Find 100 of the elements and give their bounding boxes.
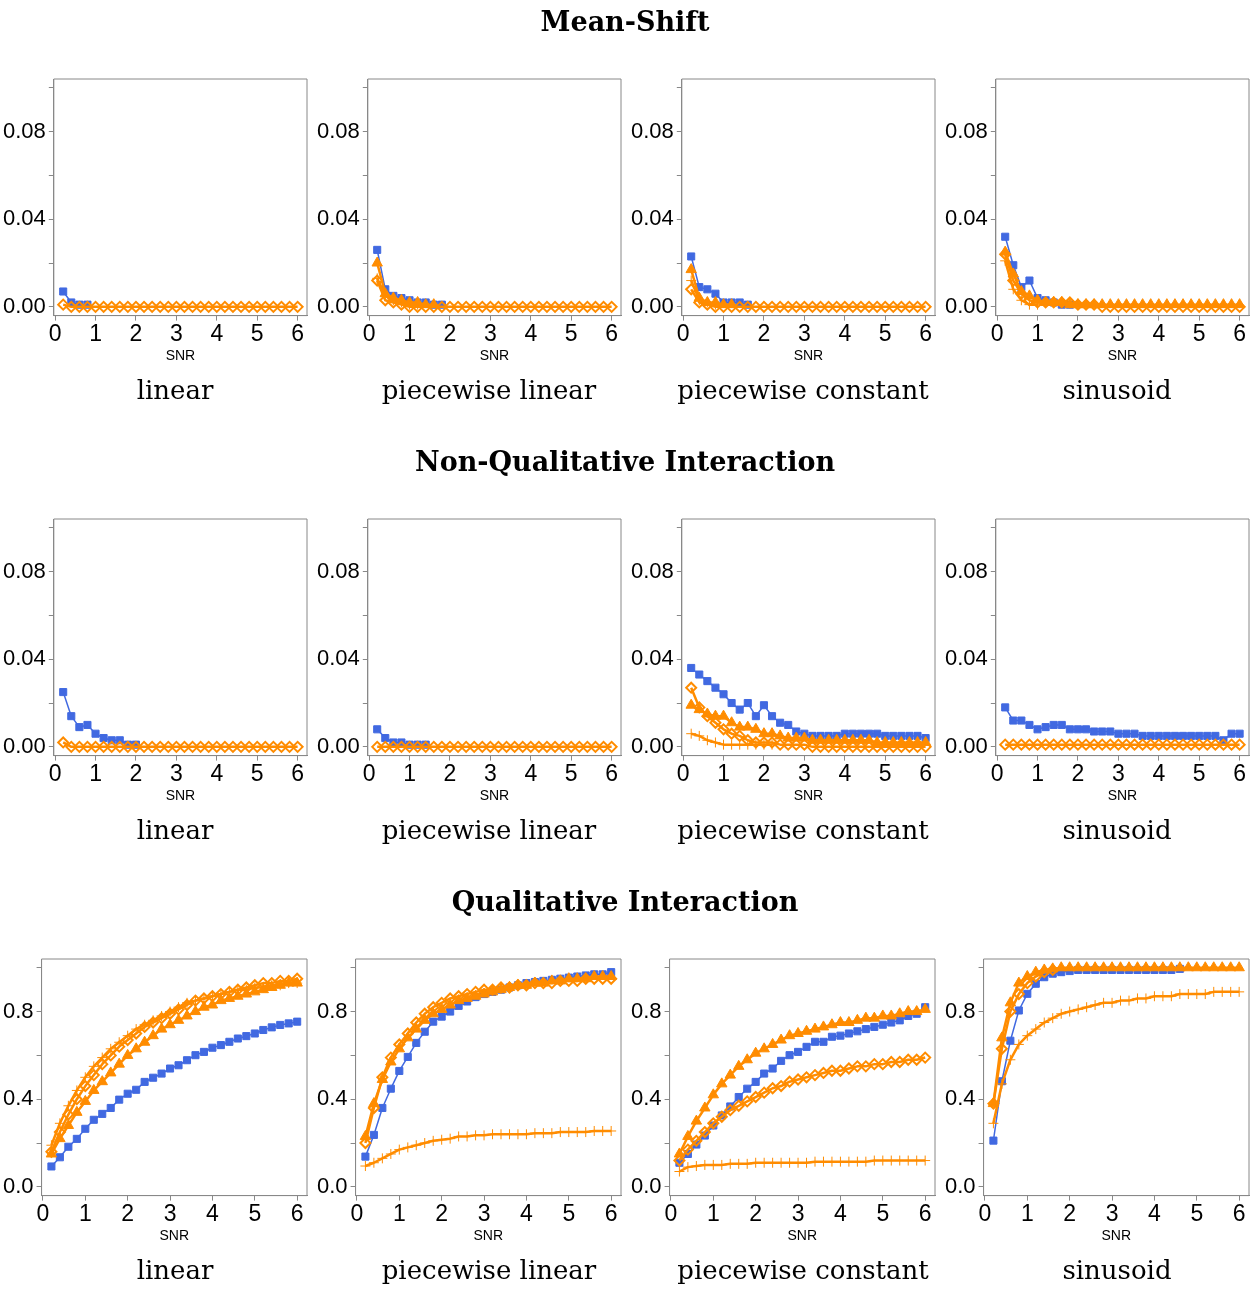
x-tick-label: 3 bbox=[1111, 759, 1125, 786]
x-tick-label: 4 bbox=[210, 319, 224, 346]
y-tick-label: 0.00 bbox=[944, 292, 988, 318]
y-tick-label: 0.4 bbox=[630, 1085, 662, 1111]
y-tick-label: 0.04 bbox=[630, 645, 674, 671]
x-tick-label: 5 bbox=[1192, 759, 1206, 786]
text: piecewise constant bbox=[676, 815, 930, 845]
y-tick-label: 0.4 bbox=[944, 1085, 976, 1111]
x-tick-label: 4 bbox=[834, 1199, 848, 1226]
x-tick-label: 0 bbox=[990, 319, 1004, 346]
x-tick-label: 6 bbox=[1233, 319, 1247, 346]
x-tick-label: 3 bbox=[483, 759, 497, 786]
y-tick-label: 0.04 bbox=[316, 645, 360, 671]
x-tick-label: 2 bbox=[749, 1199, 763, 1226]
x-axis-title: SNR bbox=[1101, 1227, 1132, 1244]
x-tick-label: 5 bbox=[562, 1199, 576, 1226]
y-tick-label: 0.08 bbox=[2, 117, 46, 143]
x-tick-label: 5 bbox=[250, 319, 264, 346]
x-tick-label: 5 bbox=[878, 759, 892, 786]
text: sinusoid bbox=[1061, 815, 1173, 845]
x-tick-label: 2 bbox=[129, 759, 143, 786]
x-tick-label: 0 bbox=[350, 1199, 364, 1226]
x-tick-label: 4 bbox=[520, 1199, 534, 1226]
x-tick-label: 1 bbox=[89, 759, 102, 786]
y-tick-label: 0.00 bbox=[944, 732, 988, 758]
text: piecewise constant bbox=[676, 375, 930, 405]
x-tick-label: 1 bbox=[706, 1199, 720, 1226]
x-tick-label: 4 bbox=[524, 319, 538, 346]
x-axis-title: SNR bbox=[1107, 787, 1138, 804]
x-tick-label: 4 bbox=[206, 1199, 220, 1226]
x-tick-label: 4 bbox=[524, 759, 538, 786]
text: Mean-Shift bbox=[539, 6, 711, 37]
x-tick-label: 1 bbox=[1031, 319, 1044, 346]
y-tick-label: 0.8 bbox=[316, 997, 348, 1023]
text: sinusoid bbox=[1061, 1255, 1173, 1285]
x-tick-label: 0 bbox=[978, 1199, 992, 1226]
x-axis-title: SNR bbox=[479, 787, 510, 804]
x-tick-label: 5 bbox=[1190, 1199, 1204, 1226]
x-axis-title: SNR bbox=[165, 787, 196, 804]
text: linear bbox=[135, 1255, 215, 1285]
x-axis-title: SNR bbox=[165, 347, 196, 364]
x-tick-label: 6 bbox=[1233, 759, 1247, 786]
x-tick-label: 3 bbox=[477, 1199, 491, 1226]
y-tick-label: 0.04 bbox=[944, 645, 988, 671]
x-tick-label: 2 bbox=[121, 1199, 135, 1226]
x-tick-label: 6 bbox=[919, 319, 933, 346]
y-tick-label: 0.08 bbox=[630, 117, 674, 143]
x-tick-label: 4 bbox=[1152, 319, 1166, 346]
y-tick-label: 0.8 bbox=[944, 997, 976, 1023]
y-tick-label: 0.4 bbox=[316, 1085, 348, 1111]
text: Non-Qualitative Interaction bbox=[413, 446, 837, 477]
x-tick-label: 4 bbox=[1152, 759, 1166, 786]
x-tick-label: 2 bbox=[1063, 1199, 1077, 1226]
y-tick-label: 0.00 bbox=[2, 292, 46, 318]
x-axis-title: SNR bbox=[793, 787, 824, 804]
y-tick-label: 0.8 bbox=[2, 997, 34, 1023]
y-tick-label: 0.08 bbox=[2, 557, 46, 583]
x-tick-label: 5 bbox=[878, 319, 892, 346]
x-tick-label: 3 bbox=[797, 759, 811, 786]
x-tick-label: 3 bbox=[169, 319, 183, 346]
x-axis-title: SNR bbox=[793, 347, 824, 364]
y-tick-label: 0.00 bbox=[630, 292, 674, 318]
x-axis-title: SNR bbox=[787, 1227, 818, 1244]
y-tick-label: 0.08 bbox=[316, 117, 360, 143]
x-tick-label: 6 bbox=[918, 1199, 932, 1226]
x-tick-label: 2 bbox=[435, 1199, 449, 1226]
x-tick-label: 4 bbox=[1148, 1199, 1162, 1226]
x-tick-label: 0 bbox=[362, 319, 376, 346]
x-tick-label: 3 bbox=[791, 1199, 805, 1226]
x-tick-label: 1 bbox=[89, 319, 102, 346]
text: piecewise linear bbox=[380, 1255, 598, 1285]
x-tick-label: 2 bbox=[443, 319, 457, 346]
x-axis-title: SNR bbox=[159, 1227, 190, 1244]
x-axis-title: SNR bbox=[1107, 347, 1138, 364]
x-tick-label: 1 bbox=[717, 759, 730, 786]
x-tick-label: 2 bbox=[757, 759, 771, 786]
x-tick-label: 1 bbox=[78, 1199, 92, 1226]
x-tick-label: 1 bbox=[1020, 1199, 1034, 1226]
y-tick-label: 0.08 bbox=[944, 117, 988, 143]
x-tick-label: 1 bbox=[1031, 759, 1044, 786]
y-tick-label: 0.04 bbox=[630, 205, 674, 231]
x-tick-label: 4 bbox=[838, 759, 852, 786]
x-tick-label: 3 bbox=[169, 759, 183, 786]
text: piecewise linear bbox=[380, 375, 598, 405]
x-tick-label: 6 bbox=[605, 319, 619, 346]
x-tick-label: 0 bbox=[676, 759, 690, 786]
x-tick-label: 2 bbox=[443, 759, 457, 786]
y-tick-label: 0.08 bbox=[316, 557, 360, 583]
text: Qualitative Interaction bbox=[450, 886, 800, 917]
text: piecewise linear bbox=[380, 815, 598, 845]
x-axis-title: SNR bbox=[479, 347, 510, 364]
x-tick-label: 0 bbox=[664, 1199, 678, 1226]
x-tick-label: 6 bbox=[919, 759, 933, 786]
text: sinusoid bbox=[1061, 375, 1173, 405]
y-tick-label: 0.00 bbox=[2, 732, 46, 758]
x-tick-label: 6 bbox=[291, 759, 305, 786]
x-axis-title: SNR bbox=[473, 1227, 504, 1244]
y-tick-label: 0.0 bbox=[316, 1172, 348, 1198]
x-tick-label: 1 bbox=[717, 319, 730, 346]
x-tick-label: 0 bbox=[48, 319, 62, 346]
